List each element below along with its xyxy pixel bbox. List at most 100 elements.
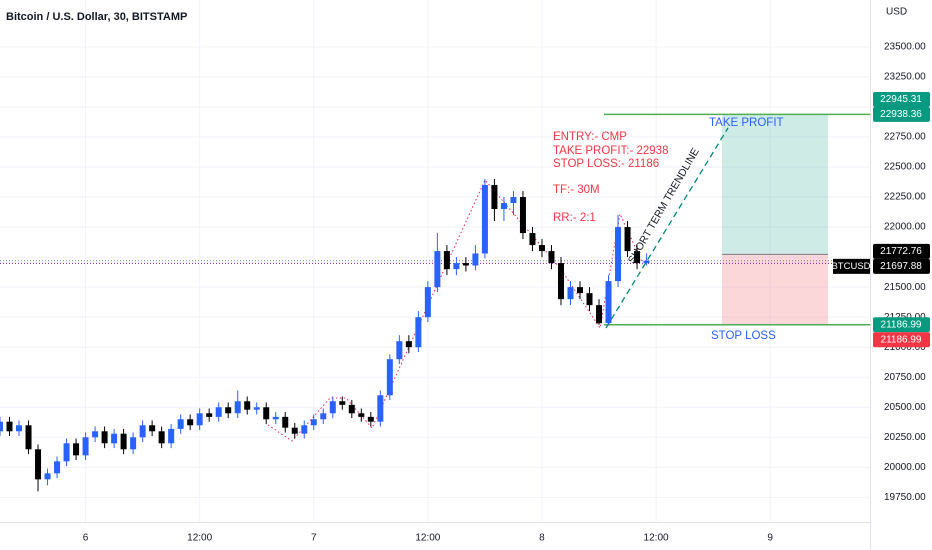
y-tick-label: 20000.00 [884,462,926,473]
candle-body [605,281,612,324]
candle-body [596,305,603,324]
y-tick-label: 23500.00 [884,41,926,52]
candle-body [120,433,127,450]
x-tick-label: 8 [539,533,545,544]
candle-body [35,449,42,480]
x-tick-label: 12:00 [644,533,669,544]
price-label: 21186.99 [881,319,922,330]
candle-body [82,437,89,456]
candle-body [282,416,289,428]
price-label: 21772.76 [880,246,922,257]
candles [0,179,650,492]
candle-body [244,401,251,410]
candle-body [634,251,641,264]
candle-body [168,428,175,444]
candle-body [234,401,241,414]
candle-body [225,407,232,414]
candle-body [396,341,403,360]
candle-body [434,251,441,288]
price-label-bg [873,91,930,107]
candle-body [339,401,346,405]
candle-body [624,227,631,252]
chart-title: Bitcoin / U.S. Dollar, 30, BITSTAMP [6,11,187,23]
annotation: ENTRY:- CMP [553,131,627,143]
candle-body [291,427,298,434]
candle-body [63,443,70,462]
candle-body [149,425,156,432]
annotation: TAKE PROFIT:- 22938 [553,145,668,157]
y-tick-label: 19750.00 [884,492,926,503]
candle-body [130,437,137,450]
x-tick-label: 12:00 [415,533,440,544]
candle-body [424,287,431,318]
candle-body [643,260,650,264]
candle-body [491,185,498,210]
candle-body [54,461,61,474]
candle-body [139,425,146,438]
candle-body [358,413,365,417]
candle-body [6,421,13,432]
candle-body [348,404,355,414]
x-tick-label: 7 [311,533,317,544]
candle-body [158,431,165,444]
y-tick-label: 22000.00 [884,222,926,233]
y-tick-label: 20500.00 [884,402,926,413]
position-tool [0,113,870,326]
candle-body [177,419,184,429]
annotation: RR:- 2:1 [553,212,596,224]
price-label: 21697.88 [880,261,922,272]
candle-body [462,263,469,266]
symbol-label: BTCUSD [831,261,870,272]
price-label-bg [873,332,930,348]
candle-body [443,251,450,270]
symbol-label-bg [833,258,870,274]
candle-body [320,413,327,420]
price-label: 22938.36 [880,109,922,120]
profit-zone [722,114,828,255]
currency-label: USD [886,7,907,18]
candle-body [538,245,545,252]
y-tick-label: 22750.00 [884,132,926,143]
candle-body [367,416,374,422]
candle-body [206,413,213,417]
y-tick-label: 21500.00 [884,282,926,293]
y-tick-label: 20750.00 [884,372,926,383]
y-tick-label: 22250.00 [884,192,926,203]
candle-body [548,251,555,264]
candle-body [481,185,488,254]
candle-body [111,433,118,444]
candle-body [44,473,51,480]
candle-body [16,425,23,432]
candle-body [500,203,507,210]
candle-body [0,421,3,432]
candle-body [25,425,32,450]
candle-body [519,197,526,234]
y-tick-label: 20250.00 [884,432,926,443]
candle-body [386,359,393,396]
y-tick-label: 21000.00 [884,342,926,353]
annotation: STOP LOSS [711,330,776,342]
candle-body [472,253,479,266]
candle-body [272,416,279,420]
annotation: TAKE PROFIT [709,117,784,129]
candle-body [615,227,622,282]
candle-body [529,233,536,246]
price-label-bg [873,258,930,274]
candle-body [415,317,422,348]
candle-body [301,425,308,434]
candle-body [310,419,317,426]
y-tick-label: 23250.00 [884,72,926,83]
x-tick-label: 6 [83,533,89,544]
loss-zone [722,254,828,325]
candle-body [577,287,583,294]
candle-body [73,443,80,456]
price-label-bg [873,243,930,259]
price-label-bg [873,106,930,122]
candle-body [557,263,564,300]
candle-body [510,197,517,204]
candle-body [405,341,412,348]
y-tick-label: 22500.00 [884,162,926,173]
